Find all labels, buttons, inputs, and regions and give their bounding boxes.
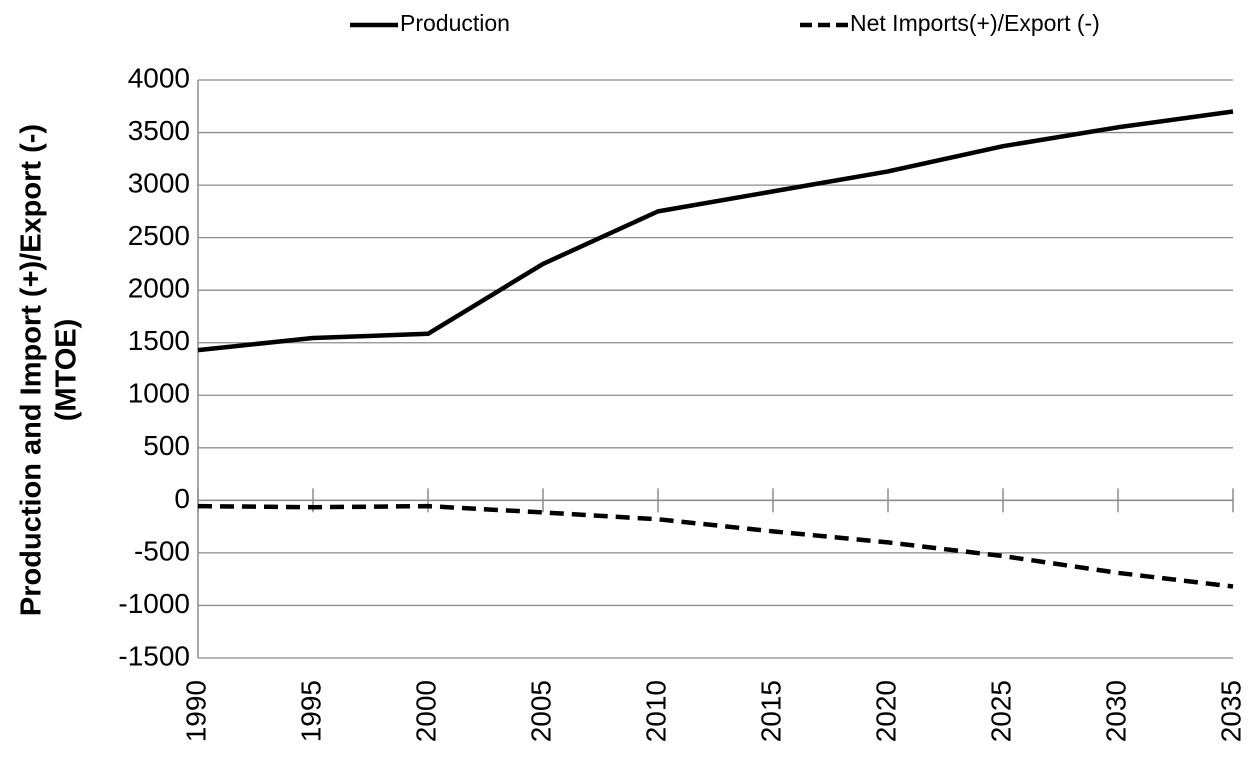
x-tick-label: 2005: [525, 680, 556, 742]
y-tick-label: 1500: [128, 325, 190, 356]
y-axis-title-line: (MTOE): [51, 319, 83, 422]
x-tick-label: 2030: [1100, 680, 1131, 742]
x-tick-label: 2000: [410, 680, 441, 742]
y-tick-label: -1000: [118, 588, 190, 619]
y-tick-label: -1500: [118, 640, 190, 671]
legend-label: Net Imports(+)/Export (-): [850, 10, 1100, 36]
series-line: [197, 503, 1234, 589]
y-tick-label: 1000: [128, 378, 190, 409]
y-tick-label: 0: [174, 483, 190, 514]
x-tick-label: 2010: [640, 680, 671, 742]
y-tick-label: 3500: [128, 115, 190, 146]
series-line: [197, 109, 1234, 353]
y-tick-label: 2500: [128, 220, 190, 251]
x-tick-label: 2025: [985, 680, 1016, 742]
x-tick-label: 2015: [755, 680, 786, 742]
x-tick-label: 2035: [1215, 680, 1246, 742]
legend-label: Production: [400, 10, 510, 36]
y-tick-label: -500: [134, 535, 190, 566]
y-tick-label: 4000: [128, 62, 190, 93]
y-axis-title-line: Production and Import (+)/Export (-): [16, 124, 48, 616]
x-tick-label: 2020: [870, 680, 901, 742]
y-tick-label: 3000: [128, 167, 190, 198]
y-tick-label: 2000: [128, 273, 190, 304]
y-tick-label: 500: [143, 430, 190, 461]
x-tick-label: 1995: [295, 680, 326, 742]
x-tick-label: 1990: [180, 680, 211, 742]
y-axis-title: Production and Import (+)/Export (-) (MT…: [16, 124, 83, 616]
